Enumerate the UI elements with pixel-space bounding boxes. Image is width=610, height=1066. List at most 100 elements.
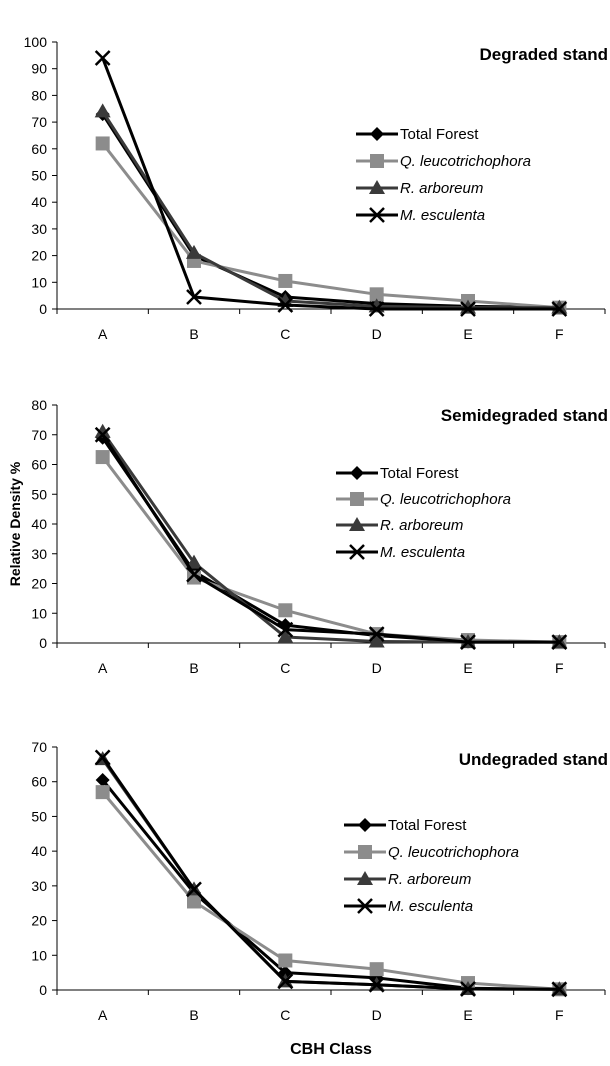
legend-item: M. esculenta [336, 544, 465, 561]
legend-label: Q. leucotrichophora [380, 491, 511, 508]
y-tick-label: 30 [31, 546, 47, 562]
legend-label: Q. leucotrichophora [388, 844, 519, 861]
legend-label: Total Forest [388, 817, 467, 834]
series-line [101, 456, 560, 644]
data-point [187, 570, 201, 585]
series-line [101, 779, 560, 991]
legend-marker-stroke-b [357, 898, 373, 914]
legend-item: Q. leucotrichophora [336, 491, 511, 508]
x-axis-label: CBH Class [290, 1041, 372, 1058]
data-point-stroke-b [277, 621, 294, 638]
y-tick-label: 40 [31, 194, 47, 210]
series-line [101, 791, 560, 991]
data-point [95, 136, 110, 151]
x-tick-label: C [280, 660, 290, 676]
series-line [101, 433, 560, 644]
series-m-esculenta [94, 50, 568, 317]
data-point-stroke-b [368, 976, 385, 993]
y-tick-label: 30 [31, 221, 47, 237]
data-point [187, 894, 201, 909]
x-tick-label: A [98, 326, 108, 342]
legend-label: M. esculenta [388, 898, 473, 915]
x-tick-label: A [98, 660, 108, 676]
x-tick-label: F [555, 326, 564, 342]
y-tick-label: 50 [31, 168, 47, 184]
x-tick-label: C [280, 326, 290, 342]
data-point-stroke-b [94, 426, 111, 443]
data-point [277, 621, 294, 638]
legend: Total Forest Q. leucotrichophora R. arbore… [336, 465, 511, 561]
y-tick-label: 20 [31, 248, 47, 264]
y-tick-label: 60 [31, 457, 47, 473]
data-point [94, 103, 111, 118]
data-point [94, 423, 111, 438]
data-point-stroke-b [460, 981, 476, 997]
data-point [278, 273, 293, 288]
data-point [460, 981, 476, 997]
x-tick-label: B [189, 1007, 198, 1023]
y-axis-label: Relative Density % [7, 461, 23, 586]
legend-label: M. esculenta [400, 207, 485, 224]
legend-marker [349, 544, 365, 560]
y-tick-label: 90 [31, 61, 47, 77]
series-line [101, 113, 560, 310]
x-tick-label: D [372, 660, 382, 676]
chart-panel-3: 0 10 20 30 40 50 60 70 A B C D E F Undegraded stand Tot… [31, 739, 608, 1058]
y-tick-label: 50 [31, 808, 47, 824]
legend-marker [370, 154, 384, 168]
y-tick-label: 20 [31, 576, 47, 592]
data-point-stroke-b [551, 301, 568, 317]
y-tick-label: 30 [31, 878, 47, 894]
x-tick-label: B [189, 326, 198, 342]
data-point [460, 301, 476, 317]
data-point [368, 976, 385, 993]
legend-marker [357, 898, 373, 914]
data-point-stroke-b [460, 634, 476, 650]
data-point [277, 973, 294, 990]
legend-label: R. arboreum [400, 180, 483, 197]
y-tick-label: 70 [31, 114, 47, 130]
legend-item: Q. leucotrichophora [356, 153, 531, 170]
series-r-arboreum [94, 103, 568, 314]
y-tick-label: 10 [31, 274, 47, 290]
data-point-stroke-b [368, 301, 385, 317]
legend-item: Q. leucotrichophora [344, 844, 519, 861]
data-point [551, 981, 568, 998]
y-tick-label: 70 [31, 739, 47, 755]
data-point [278, 603, 293, 618]
data-point-stroke-b [551, 634, 568, 650]
legend-item: Total Forest [336, 465, 459, 482]
legend-marker [350, 466, 364, 480]
data-point [368, 301, 385, 317]
legend-label: Total Forest [400, 126, 479, 143]
data-point [369, 962, 384, 977]
data-point [95, 772, 110, 787]
data-point [95, 450, 110, 465]
series-line [101, 57, 560, 311]
chart-title: Semidegraded stand [441, 406, 608, 425]
series-line [101, 756, 560, 991]
legend-marker-stroke-b [349, 544, 365, 560]
data-point [94, 426, 111, 443]
legend-item: M. esculenta [356, 207, 485, 224]
y-tick-label: 60 [31, 774, 47, 790]
legend-marker [358, 845, 372, 859]
legend-marker [370, 127, 384, 141]
data-point [460, 634, 476, 650]
legend: Total Forest Q. leucotrichophora R. arbore… [344, 817, 519, 915]
legend: Total Forest Q. leucotrichophora R. arbore… [356, 126, 531, 224]
data-point [186, 554, 202, 569]
series-m-esculenta [94, 426, 568, 650]
legend-marker [369, 207, 385, 223]
data-point-stroke-b [94, 50, 111, 66]
data-point-stroke-b [186, 566, 202, 583]
series-q-leucotrichophora [95, 785, 567, 997]
y-tick-label: 40 [31, 516, 47, 532]
y-tick-label: 10 [31, 947, 47, 963]
chart-panel-2: 0 10 20 30 40 50 60 70 80 A B C D E F Semidegraded stan… [7, 397, 608, 676]
data-point [551, 634, 568, 650]
x-tick-label: A [98, 1007, 108, 1023]
data-point-stroke-b [186, 289, 202, 305]
series-total-forest [95, 772, 567, 997]
